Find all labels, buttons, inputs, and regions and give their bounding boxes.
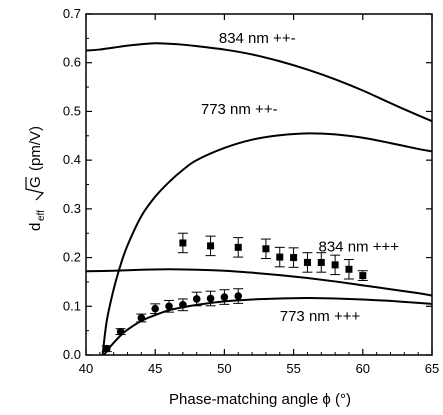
x-tick-label: 55 xyxy=(286,361,300,376)
data-point-square xyxy=(331,261,339,269)
y-tick-label: 0.3 xyxy=(63,201,81,216)
data-point-circle xyxy=(165,302,173,311)
data-point-square xyxy=(359,272,367,280)
data-point-square xyxy=(290,254,298,262)
data-point-circle xyxy=(102,344,111,353)
marker-layer xyxy=(101,232,368,353)
data-point-square xyxy=(207,242,215,250)
series-annotation: 834 nm ++- xyxy=(219,30,296,47)
y-tick-label: 0.2 xyxy=(63,250,81,265)
y-tick-label: 0.4 xyxy=(63,152,81,167)
data-point-square xyxy=(303,258,311,266)
x-tick-label: 65 xyxy=(425,361,439,376)
y-tick-label: 0.0 xyxy=(63,347,81,362)
data-point-circle xyxy=(192,295,201,303)
series-curve xyxy=(101,132,433,356)
series-curve xyxy=(85,268,433,297)
tick-layer: 40 45 50 55 60 65 0.0 0.1 0.2 0.3 0.4 0.5 0.6 0.7 xyxy=(63,6,439,376)
annotation-layer: 834 nm ++- 773 nm ++- 834 nm +++ 773 nm +++ xyxy=(201,30,399,325)
series-annotation: 834 nm +++ xyxy=(319,239,400,256)
x-tick-label: 45 xyxy=(148,361,162,376)
data-point-circle xyxy=(116,327,125,336)
data-point-circle xyxy=(206,294,215,303)
data-point-square xyxy=(262,245,270,253)
x-tick-label: 40 xyxy=(79,361,93,376)
data-point-circle xyxy=(234,292,243,300)
x-tick-label: 50 xyxy=(217,361,231,376)
y-axis-title-d: d xyxy=(27,223,44,231)
y-tick-label: 0.7 xyxy=(63,6,81,21)
y-tick-label: 0.5 xyxy=(63,103,81,118)
y-tick-label: 0.1 xyxy=(63,298,81,313)
data-point-square xyxy=(276,253,284,261)
data-point-square xyxy=(345,265,353,273)
sqrt-symbol xyxy=(25,177,45,201)
series-annotation: 773 nm +++ xyxy=(280,308,361,325)
x-axis-title: Phase-matching angle ϕ (°) xyxy=(169,391,351,408)
data-point-circle xyxy=(137,314,146,322)
y-axis-title-g: G xyxy=(27,176,44,188)
series-annotation: 773 nm ++- xyxy=(201,101,278,118)
data-point-circle xyxy=(179,301,187,309)
y-axis-title-sub: eff xyxy=(36,210,47,221)
curve-layer xyxy=(85,42,433,356)
y-axis-title: d eff G (pm/V) xyxy=(25,126,47,231)
data-point-square xyxy=(234,243,242,251)
x-tick-label: 60 xyxy=(356,361,370,376)
data-point-circle xyxy=(151,304,159,313)
series-curve xyxy=(85,42,433,123)
data-point-square xyxy=(179,239,187,247)
data-point-square xyxy=(317,258,325,266)
y-tick-label: 0.6 xyxy=(63,55,81,70)
data-point-circle xyxy=(220,293,229,301)
y-axis-title-unit: (pm/V) xyxy=(27,126,44,171)
plot-frame xyxy=(85,13,433,356)
